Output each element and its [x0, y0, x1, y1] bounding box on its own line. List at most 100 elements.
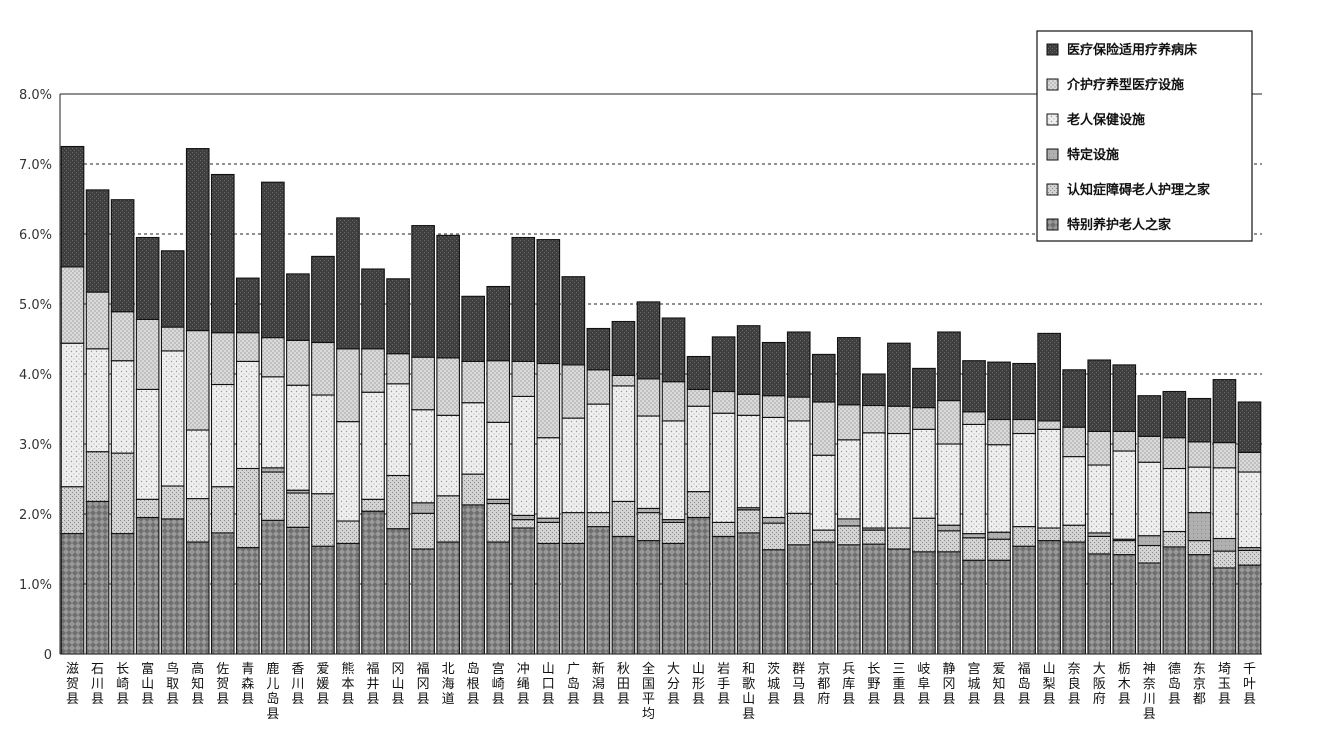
x-tick-char: 山 [1043, 662, 1056, 677]
x-tick-char: 县 [542, 692, 555, 707]
bar-segment [636, 540, 661, 655]
x-tick-label: 石川县 [91, 662, 104, 707]
bar-segment [1062, 426, 1087, 458]
x-tick-char: 宫 [968, 662, 981, 677]
x-tick-char: 本 [341, 677, 354, 692]
bar-stack [1187, 397, 1212, 655]
x-tick-char: 山 [542, 662, 555, 677]
bar-segment [962, 537, 986, 561]
bar-segment [210, 486, 235, 534]
bar-segment [1037, 527, 1061, 542]
bar-segment [436, 541, 460, 655]
bar-stack [185, 148, 210, 655]
x-tick-char: 福 [417, 662, 430, 677]
x-tick-char: 潟 [592, 677, 605, 692]
x-tick-char: 玉 [1218, 677, 1231, 692]
bar-segment [536, 437, 561, 519]
x-tick-char: 阪 [1093, 677, 1106, 692]
bar-segment [361, 498, 385, 512]
bar-stack [235, 277, 260, 655]
x-tick-label: 滋贺县 [66, 662, 79, 707]
x-tick-label: 岐阜县 [917, 662, 930, 707]
x-tick-char: 媛 [316, 677, 329, 692]
x-tick-char: 根 [467, 677, 480, 692]
x-tick-char: 城 [968, 677, 981, 692]
x-tick-label: 山梨县 [1043, 662, 1056, 707]
bar-segment [611, 385, 636, 502]
bar-segment [611, 374, 636, 387]
bar-segment [461, 473, 486, 506]
x-tick-char: 县 [667, 692, 680, 707]
bar-stack [1137, 395, 1162, 655]
bar-segment [761, 522, 786, 551]
bar-stack [636, 301, 661, 655]
x-tick-char: 宫 [492, 662, 505, 677]
x-tick-char: 川 [291, 677, 304, 692]
x-tick-char: 县 [316, 692, 329, 707]
bar-segment [85, 500, 110, 655]
x-tick-char: 川 [91, 677, 104, 692]
bar-segment [686, 388, 711, 407]
bar-segment [661, 521, 686, 544]
bar-segment [160, 250, 185, 328]
legend-box [1036, 30, 1253, 242]
x-tick-label: 广岛县 [567, 662, 580, 707]
x-tick-char: 县 [1168, 692, 1181, 707]
x-tick-label: 山口县 [542, 662, 555, 707]
bar-stack [135, 236, 160, 655]
x-tick-char: 京 [817, 662, 830, 677]
bar-stack [210, 173, 235, 655]
x-tick-char: 县 [968, 692, 981, 707]
bar-segment [586, 403, 611, 514]
y-tick-label: 3.0% [19, 438, 52, 453]
bar-stack [311, 255, 335, 655]
bar-stack [461, 295, 486, 655]
x-tick-char: 岛 [1168, 676, 1181, 692]
bar-segment [511, 527, 536, 655]
bar-segment [1137, 562, 1162, 655]
bar-segment [912, 407, 936, 430]
bar-segment [711, 390, 736, 414]
x-tick-char: 野 [867, 677, 880, 692]
bar-segment [736, 393, 761, 416]
bar-segment [361, 510, 385, 655]
x-tick-char: 新 [592, 661, 605, 677]
bar-segment [836, 518, 861, 527]
bar-stack [60, 145, 85, 655]
bar-segment [1112, 430, 1137, 452]
bar-segment [1237, 401, 1262, 453]
x-tick-char: 城 [767, 677, 780, 692]
x-tick-char: 道 [442, 692, 455, 707]
bar-segment [286, 273, 310, 341]
x-tick-char: 叶 [1243, 677, 1256, 692]
bar-segment [1162, 530, 1187, 548]
bar-segment [210, 383, 235, 488]
bar-segment [611, 535, 636, 655]
legend-label: 认知症障碍老人护理之家 [1067, 182, 1211, 198]
bar-segment [586, 512, 611, 528]
x-tick-char: 马 [792, 677, 805, 692]
bar-segment [937, 530, 961, 553]
x-tick-char: 县 [767, 692, 780, 707]
x-tick-char: 佐 [216, 662, 229, 677]
bar-segment [1187, 540, 1212, 556]
legend-label: 医疗保险适用疗养病床 [1067, 42, 1198, 58]
x-tick-labels: 滋贺县石川县长崎县富山县鸟取县高知县佐贺县青森县鹿儿岛县香川县爱媛县熊本县福井县… [66, 661, 1256, 722]
bar-segment [711, 521, 736, 537]
bar-segment [761, 516, 786, 524]
x-tick-char: 县 [116, 692, 129, 707]
x-tick-label: 埼玉县 [1218, 662, 1231, 707]
bar-segment [411, 356, 435, 411]
x-tick-label: 奈良县 [1068, 662, 1081, 707]
x-tick-label: 秋田县 [617, 662, 630, 707]
bar-segment [811, 353, 836, 403]
bar-segment [336, 348, 360, 423]
bar-segment [736, 325, 761, 395]
bar-segment [987, 538, 1011, 561]
bar-segment [987, 444, 1011, 533]
bar-segment [987, 361, 1011, 421]
bar-stack [536, 239, 561, 655]
x-tick-char: 县 [1143, 707, 1156, 722]
bar-segment [486, 360, 511, 423]
bar-segment [561, 364, 586, 419]
